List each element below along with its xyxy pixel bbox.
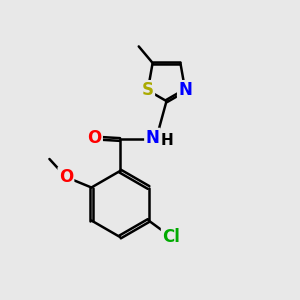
Text: N: N xyxy=(146,129,159,147)
Text: H: H xyxy=(160,134,173,148)
Text: Cl: Cl xyxy=(162,228,180,246)
Text: O: O xyxy=(87,129,102,147)
Text: O: O xyxy=(59,168,73,186)
Text: S: S xyxy=(142,81,154,99)
Text: N: N xyxy=(178,81,192,99)
